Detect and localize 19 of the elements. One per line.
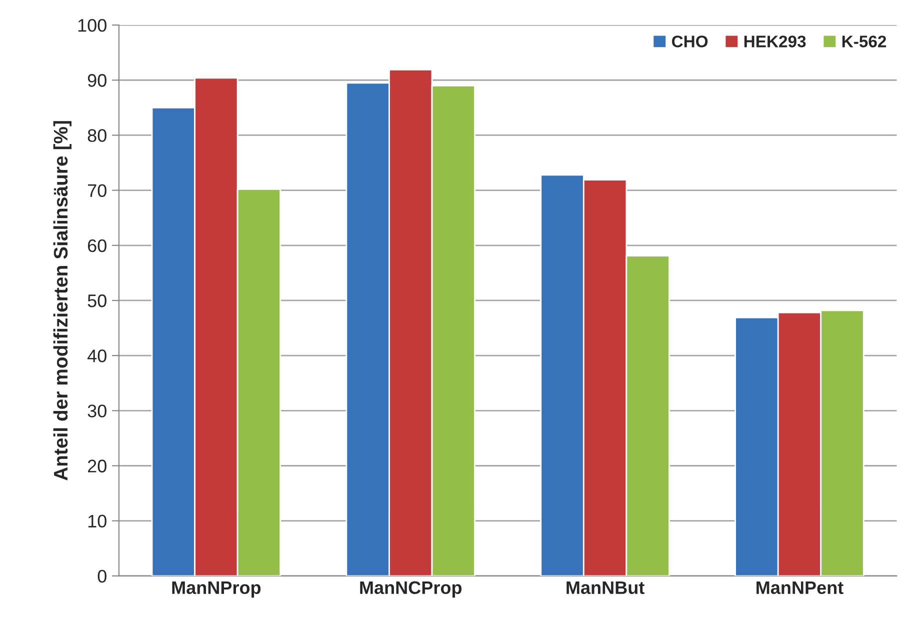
y-tick-label: 70 bbox=[88, 184, 106, 198]
x-tick-label: ManNPent bbox=[756, 581, 844, 594]
x-tick-label: ManNBut bbox=[566, 581, 644, 594]
y-tick-label: 0 bbox=[98, 570, 106, 583]
legend-label: CHO bbox=[672, 36, 708, 48]
y-tick-label: 30 bbox=[88, 404, 106, 418]
legend-label: HEK293 bbox=[744, 36, 806, 48]
y-tick-label: 10 bbox=[88, 514, 106, 528]
legend-label: K-562 bbox=[842, 36, 886, 48]
y-tick-label: 100 bbox=[78, 18, 106, 32]
x-tick-label: ManNCProp bbox=[360, 581, 462, 598]
y-tick-label: 50 bbox=[88, 294, 106, 308]
y-axis-title: Anteil der modifizierten Sialinsäure [%] bbox=[53, 121, 72, 480]
x-tick-label: ManNProp bbox=[172, 581, 261, 598]
y-tick-label: 60 bbox=[88, 239, 106, 252]
y-tick-label: 40 bbox=[87, 350, 106, 362]
y-tick-label: 20 bbox=[88, 460, 106, 472]
y-tick-label: 80 bbox=[88, 129, 106, 142]
y-tick-label: 90 bbox=[88, 74, 106, 87]
